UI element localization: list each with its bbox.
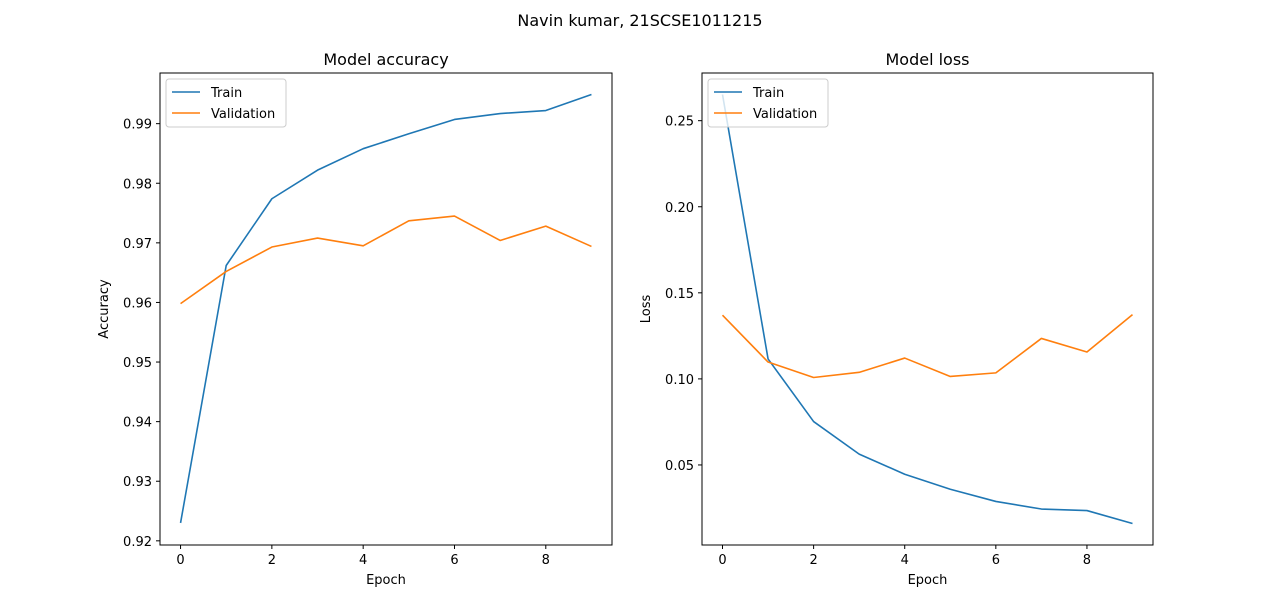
y-tick-label: 0.99: [123, 118, 152, 133]
y-tick-label: 0.20: [665, 201, 694, 216]
y-axis-label: Loss: [639, 295, 654, 324]
chart-panels: Model accuracy 0 2 4 6 8 0.92 0.93 0.94 0.95 0.96 0…: [97, 50, 1154, 588]
x-tick-label: 8: [1083, 553, 1091, 568]
y-tick-label: 0.98: [123, 177, 152, 192]
y-tick-label: 0.10: [665, 373, 694, 388]
figure-suptitle: Navin kumar, 21SCSE1011215: [517, 11, 762, 30]
y-tick-label: 0.95: [123, 356, 152, 371]
x-axis-label: Epoch: [908, 573, 948, 588]
x-tick-label: 0: [718, 553, 726, 568]
legend-label-validation: Validation: [211, 107, 275, 122]
y-axis-label: Accuracy: [97, 279, 112, 339]
y-tick-label: 0.94: [123, 416, 152, 431]
chart-1: Model loss 0 2 4 6 8 0.05 0.10 0.15 0.20 0.25 Epoch…: [639, 50, 1154, 588]
series-line-train: [179, 93, 592, 524]
x-tick-label: 4: [359, 553, 367, 568]
chart-title: Model loss: [885, 50, 969, 69]
legend: Train Validation: [165, 78, 287, 128]
x-axis-label: Epoch: [366, 573, 406, 588]
series-line-validation: [180, 215, 592, 305]
y-tick-label: 0.05: [665, 459, 694, 474]
y-tick-label: 0.25: [665, 115, 694, 130]
y-tick-label: 0.97: [123, 237, 152, 252]
chart-title: Model accuracy: [323, 50, 448, 69]
legend-label-train: Train: [210, 86, 242, 101]
y-tick-label: 0.93: [123, 475, 152, 490]
legend-label-train: Train: [752, 86, 784, 101]
legend-label-validation: Validation: [753, 107, 817, 122]
x-tick-label: 0: [176, 553, 184, 568]
legend-box: [165, 78, 287, 128]
x-tick-label: 4: [901, 553, 909, 568]
legend: Train Validation: [707, 78, 829, 128]
legend-box: [707, 78, 829, 128]
x-tick-label: 6: [992, 553, 1000, 568]
series-line-validation: [721, 314, 1134, 379]
y-tick-label: 0.15: [665, 287, 694, 302]
x-tick-label: 2: [268, 553, 276, 568]
series-line-train: [721, 94, 1133, 525]
axes-frame: [701, 72, 1154, 546]
x-tick-label: 2: [809, 553, 817, 568]
y-tick-label: 0.92: [123, 535, 152, 550]
x-tick-label: 8: [542, 553, 550, 568]
chart-0: Model accuracy 0 2 4 6 8 0.92 0.93 0.94 0.95 0.96 0…: [97, 50, 613, 588]
y-tick-label: 0.96: [123, 296, 152, 311]
axes-frame: [159, 72, 613, 546]
x-tick-label: 6: [450, 553, 458, 568]
